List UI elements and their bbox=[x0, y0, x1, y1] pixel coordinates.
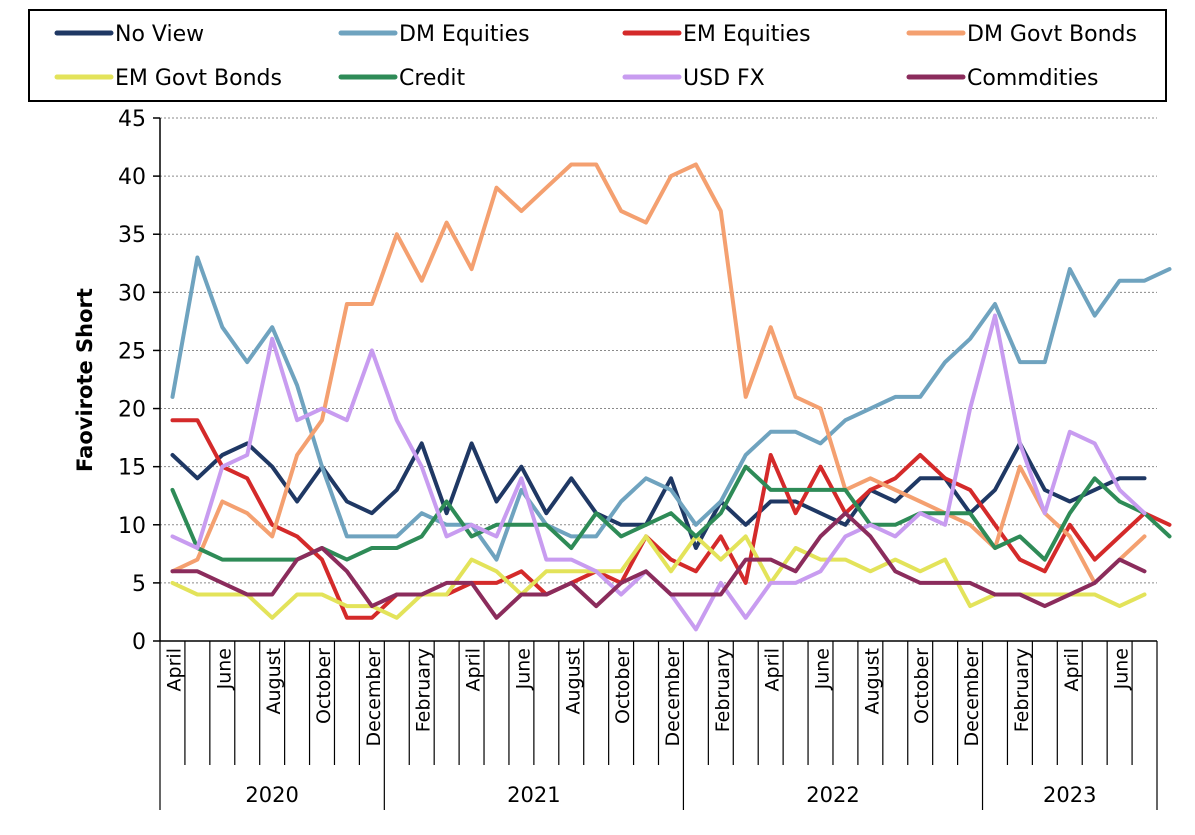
y-tick-label: 25 bbox=[118, 339, 146, 364]
x-tick-label: June bbox=[1111, 648, 1133, 690]
x-tick-label: April bbox=[762, 648, 784, 691]
x-tick-label: April bbox=[1061, 648, 1083, 691]
series-line bbox=[170, 464, 1172, 562]
x-tick-label: December bbox=[363, 648, 385, 747]
x-tick-label: February bbox=[413, 648, 435, 732]
legend-label: DM Govt Bonds bbox=[967, 22, 1137, 47]
y-tick-label: 5 bbox=[132, 572, 146, 597]
x-tick-label: June bbox=[512, 648, 534, 690]
x-tick-label: December bbox=[662, 648, 684, 747]
x-tick-label: June bbox=[213, 648, 235, 690]
axes: 0 5 10 15 20 25 30 35 40 45 April June August October… bbox=[118, 107, 1158, 810]
legend-label: USD FX bbox=[683, 66, 765, 91]
y-tick-label: 45 bbox=[118, 107, 146, 132]
series-line bbox=[170, 511, 1147, 620]
y-tick-label: 35 bbox=[118, 223, 146, 248]
x-tick-label: August bbox=[861, 648, 883, 715]
x-tick-label: June bbox=[812, 648, 834, 690]
legend-label: Credit bbox=[399, 66, 466, 91]
y-tick-label: 0 bbox=[132, 630, 146, 655]
x-tick-label: April bbox=[463, 648, 485, 691]
x-tick-label: February bbox=[712, 648, 734, 732]
legend-label: EM Govt Bonds bbox=[115, 66, 282, 91]
legend: No View DM Equities EM Equities DM Govt Bon… bbox=[28, 9, 1167, 102]
year-label: 2022 bbox=[806, 783, 859, 807]
x-tick-label: December bbox=[961, 648, 983, 747]
series-line bbox=[170, 255, 1172, 562]
year-label: 2021 bbox=[507, 783, 560, 807]
year-label: 2020 bbox=[245, 783, 298, 807]
x-tick-label: August bbox=[263, 648, 285, 715]
legend-label: Commdities bbox=[967, 66, 1099, 91]
series-line bbox=[170, 534, 1147, 620]
x-tick-label: October bbox=[313, 648, 335, 724]
x-tick-label: August bbox=[562, 648, 584, 715]
legend-label: No View bbox=[115, 22, 204, 47]
series-line bbox=[170, 162, 1147, 585]
y-tick-label: 40 bbox=[118, 165, 146, 190]
legend-box bbox=[28, 9, 1167, 102]
legend-label: EM Equities bbox=[683, 22, 811, 47]
year-label: 2023 bbox=[1043, 783, 1096, 807]
series-line bbox=[170, 418, 1172, 620]
x-tick-label: October bbox=[612, 648, 634, 724]
series-layer bbox=[170, 162, 1172, 632]
series-line bbox=[170, 441, 1147, 550]
x-tick-label: April bbox=[163, 648, 185, 691]
y-tick-label: 10 bbox=[118, 514, 146, 539]
y-tick-label: 15 bbox=[118, 456, 146, 481]
x-tick-label: February bbox=[1011, 648, 1033, 732]
y-tick-label: 30 bbox=[118, 281, 146, 306]
x-tick-label: October bbox=[911, 648, 933, 724]
y-tick-label: 20 bbox=[118, 398, 146, 423]
y-axis-title: Faovirote Short bbox=[73, 288, 97, 472]
legend-label: DM Equities bbox=[399, 22, 530, 47]
